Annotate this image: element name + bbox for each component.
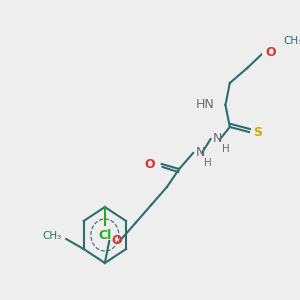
Text: N: N [196, 146, 205, 160]
Text: N: N [213, 133, 223, 146]
Text: H: H [222, 144, 230, 154]
Text: O: O [111, 235, 122, 248]
Text: O: O [266, 46, 276, 59]
Text: S: S [254, 125, 262, 139]
Text: CH₃: CH₃ [43, 231, 62, 241]
Text: H: H [204, 158, 212, 168]
Text: HN: HN [196, 98, 215, 112]
Text: CH₃: CH₃ [283, 36, 300, 46]
Text: O: O [144, 158, 155, 170]
Text: Cl: Cl [98, 229, 112, 242]
